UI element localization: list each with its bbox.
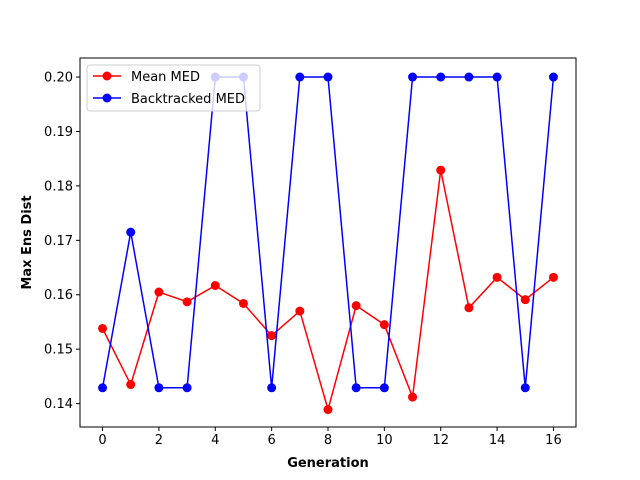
data-point-mean-med-5 [238,298,248,308]
x-tick-label-6: 6 [267,433,275,448]
data-point-mean-med-4 [210,281,220,290]
y-tick-label-6: 0.20 [44,71,73,86]
data-point-mean-med-14 [492,272,502,282]
x-tick-label-16: 16 [545,433,562,448]
x-tick-label-12: 12 [432,433,449,448]
plot-area [80,58,576,427]
legend-marker-mean-med [102,71,112,81]
data-point-mean-med-9 [351,301,361,311]
legend-label-mean-med: Mean MED [131,70,200,85]
data-point-mean-med-2 [154,287,164,297]
data-point-mean-med-8 [323,405,333,415]
data-point-backtracked-med-14 [492,72,502,82]
data-point-backtracked-med-8 [323,72,333,82]
data-point-backtracked-med-10 [379,383,389,393]
y-axis: 0.14 0.15 0.16 0.17 0.18 0.19 0.20 [44,71,80,412]
data-point-mean-med-3 [182,297,192,307]
y-tick-label-0: 0.14 [44,397,73,412]
data-point-backtracked-med-12 [436,72,446,82]
y-axis-label: Max Ens Dist [20,195,35,289]
y-tick-label-2: 0.16 [44,288,73,303]
data-point-mean-med-10 [379,320,389,330]
data-point-mean-med-1 [126,380,136,390]
data-point-mean-med-0 [98,323,108,333]
x-axis: 0 2 4 6 8 10 12 14 16 [98,427,562,448]
legend-marker-backtracked-med [102,93,112,103]
data-point-mean-med-12 [436,165,446,175]
y-tick-label-5: 0.19 [44,125,73,140]
legend: Mean MED Backtracked MED [86,64,261,112]
data-point-backtracked-med-11 [408,72,418,82]
x-tick-label-8: 8 [324,433,332,448]
data-point-mean-med-15 [520,295,530,305]
x-tick-label-2: 2 [155,433,163,448]
data-point-backtracked-med-6 [267,383,277,393]
x-tick-label-4: 4 [211,433,219,448]
data-point-backtracked-med-15 [520,383,530,393]
series-layer [98,72,558,415]
y-tick-label-3: 0.17 [44,234,73,249]
x-tick-label-10: 10 [376,433,393,448]
data-point-backtracked-med-16 [548,72,558,82]
x-axis-label: Generation [287,456,369,471]
data-point-mean-med-11 [408,392,418,402]
data-point-backtracked-med-7 [295,72,305,82]
data-point-mean-med-6 [267,331,277,341]
legend-label-backtracked-med: Backtracked MED [131,92,245,107]
data-point-backtracked-med-0 [98,383,108,393]
data-point-mean-med-7 [295,306,305,316]
x-tick-label-14: 14 [489,433,506,448]
data-point-backtracked-med-9 [351,383,361,393]
data-point-backtracked-med-2 [154,383,164,393]
data-point-backtracked-med-3 [182,383,192,393]
y-tick-label-1: 0.15 [44,343,73,358]
legend-box [86,64,261,112]
data-point-backtracked-med-13 [464,72,474,82]
y-tick-label-4: 0.18 [44,179,73,194]
x-tick-label-0: 0 [98,433,106,448]
data-point-mean-med-13 [464,303,474,313]
data-point-mean-med-16 [548,272,558,282]
data-point-backtracked-med-1 [126,227,136,237]
